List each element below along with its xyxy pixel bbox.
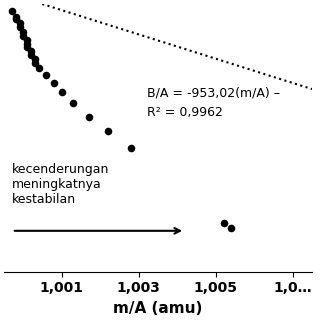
Point [36,65,41,70]
Point [32,60,37,65]
Point [221,220,226,226]
Point [106,129,111,134]
Point [71,101,76,106]
Point [229,226,234,231]
Point [44,73,49,78]
Point [17,21,22,26]
Point [21,30,26,35]
Point [86,115,92,120]
Text: R² = 0,9962: R² = 0,9962 [147,106,222,119]
Point [13,17,18,22]
Point [129,146,134,151]
X-axis label: m/A (amu): m/A (amu) [113,301,203,316]
Point [21,33,26,38]
Point [52,81,57,86]
Point [28,52,34,58]
Point [17,25,22,30]
Point [59,90,64,95]
Point [25,41,30,46]
Text: kecenderungan
meningkatnya
kestabilan: kecenderungan meningkatnya kestabilan [12,163,109,206]
Point [13,14,18,20]
Point [25,45,30,50]
Point [25,37,30,42]
Point [32,56,37,61]
Text: B/A = -953,02(m/A) –: B/A = -953,02(m/A) – [147,87,280,100]
Point [9,8,14,13]
Point [28,49,34,54]
